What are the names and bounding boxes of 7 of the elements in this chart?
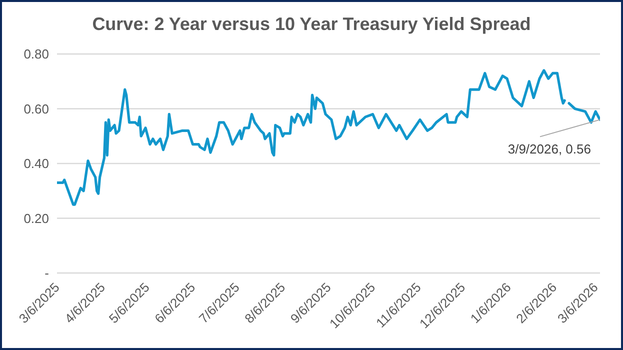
chart-title: Curve: 2 Year versus 10 Year Treasury Yield Spread [91, 14, 532, 35]
y-tick-label: - [44, 266, 49, 281]
y-tick-label: 0.40 [24, 156, 49, 172]
annotation: 3/9/2026, 0.56 [508, 142, 591, 157]
y-tick-label: 0.80 [24, 46, 49, 62]
y-tick-label: 0.20 [24, 210, 49, 226]
y-tick-label: 0.60 [24, 101, 49, 116]
